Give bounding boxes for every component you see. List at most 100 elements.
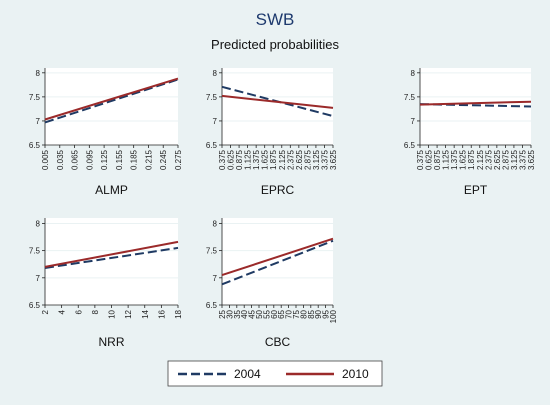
panel-cbc: 6.5 7 7.5 8 25303540455055606570758085909510… bbox=[206, 218, 338, 349]
x-tick-label: 6 bbox=[74, 309, 83, 314]
legend-label-2010: 2010 bbox=[342, 367, 369, 381]
x-tick-label: 2.375 bbox=[484, 149, 493, 170]
y-tick-label: 8 bbox=[213, 219, 218, 228]
x-tick-label: 0.065 bbox=[71, 149, 80, 170]
series-line-2010 bbox=[221, 94, 334, 109]
y-tick-label: 6.5 bbox=[206, 301, 218, 310]
x-tick-label: 2.125 bbox=[278, 149, 287, 170]
x-tick-label: 45 bbox=[248, 309, 257, 318]
y-tick-label: 8 bbox=[36, 69, 41, 78]
y-tick-label: 7.5 bbox=[206, 247, 218, 256]
y-tick-label: 7.5 bbox=[206, 93, 218, 102]
x-tick-label: 1.625 bbox=[459, 149, 468, 170]
x-tick-label: 4 bbox=[58, 309, 67, 314]
x-tick-label: 50 bbox=[255, 309, 264, 318]
panel-nrr: 6.5 7 7.5 8 2 4 6 8 10 12 14 16 18 NRR bbox=[29, 218, 183, 349]
x-tick-label: 8 bbox=[91, 309, 100, 314]
x-axis-label: CBC bbox=[265, 335, 291, 349]
x-axis-label: EPRC bbox=[261, 183, 295, 197]
x-tick-label: 40 bbox=[240, 309, 249, 318]
x-tick-label: 0.875 bbox=[433, 149, 442, 170]
x-tick-label: 1.125 bbox=[442, 149, 451, 170]
x-tick-label: 18 bbox=[174, 309, 183, 318]
x-tick-label: 2.625 bbox=[295, 149, 304, 170]
series-line-2010 bbox=[221, 237, 334, 277]
y-tick-label: 6.5 bbox=[404, 141, 416, 150]
panel-eprc: 6.5 7 7.5 8 0.375 0.625 0.875 1.125 1.375 1.625 1.… bbox=[206, 68, 338, 197]
x-tick-label: 1.125 bbox=[244, 149, 253, 170]
x-tick-label: 2.625 bbox=[493, 149, 502, 170]
x-tick-label: 1.375 bbox=[252, 149, 261, 170]
plot-area bbox=[45, 68, 178, 145]
series-line-2010 bbox=[44, 77, 179, 121]
x-axis-label: ALMP bbox=[95, 183, 128, 197]
x-tick-label: 0.275 bbox=[174, 149, 183, 170]
y-tick-label: 8 bbox=[36, 219, 41, 228]
x-tick-label: 3.625 bbox=[527, 149, 536, 170]
panel-ept: 6.5 7 7.5 8 0.375 0.625 0.875 1.125 1.375 1.625 1.… bbox=[404, 68, 536, 197]
x-tick-label: 95 bbox=[322, 309, 331, 318]
x-tick-label: 3.125 bbox=[312, 149, 321, 170]
x-tick-label: 2.125 bbox=[476, 149, 485, 170]
panel-almp: 6.5 7 7.5 8 0.005 0.035 0.065 0.095 0.125 0.155 0.… bbox=[29, 68, 183, 197]
x-tick-label: 90 bbox=[314, 309, 323, 318]
y-tick-label: 7 bbox=[213, 274, 218, 283]
y-tick-label: 7 bbox=[36, 274, 41, 283]
x-tick-label: 0.245 bbox=[159, 149, 168, 170]
x-tick-label: 16 bbox=[157, 309, 166, 318]
x-tick-label: 30 bbox=[225, 309, 234, 318]
x-tick-label: 75 bbox=[292, 309, 301, 318]
x-tick-label: 100 bbox=[329, 309, 338, 323]
y-tick-label: 8 bbox=[213, 69, 218, 78]
x-tick-label: 0.095 bbox=[85, 149, 94, 170]
series-line-2010 bbox=[44, 240, 179, 268]
legend-label-2004: 2004 bbox=[234, 367, 261, 381]
y-tick-label: 7.5 bbox=[29, 93, 41, 102]
x-tick-label: 25 bbox=[218, 309, 227, 318]
x-tick-label: 12 bbox=[124, 309, 133, 318]
x-tick-label: 0.215 bbox=[144, 149, 153, 170]
x-tick-label: 2.375 bbox=[286, 149, 295, 170]
chart-title: SWB bbox=[256, 10, 295, 29]
y-tick-label: 7 bbox=[411, 117, 416, 126]
y-tick-label: 6.5 bbox=[29, 141, 41, 150]
x-tick-label: 1.375 bbox=[450, 149, 459, 170]
x-tick-label: 2.875 bbox=[501, 149, 510, 170]
x-tick-label: 0.005 bbox=[41, 149, 50, 170]
x-tick-label: 35 bbox=[233, 309, 242, 318]
x-tick-label: 0.625 bbox=[227, 149, 236, 170]
x-axis-label: NRR bbox=[99, 335, 125, 349]
x-tick-label: 3.625 bbox=[329, 149, 338, 170]
series-line-2010 bbox=[419, 100, 532, 106]
plot-area bbox=[45, 218, 178, 305]
x-tick-label: 1.625 bbox=[261, 149, 270, 170]
y-tick-label: 7 bbox=[213, 117, 218, 126]
x-tick-label: 0.625 bbox=[425, 149, 434, 170]
x-tick-label: 0.155 bbox=[115, 149, 124, 170]
y-tick-label: 7.5 bbox=[404, 93, 416, 102]
x-tick-label: 85 bbox=[307, 309, 316, 318]
x-tick-label: 55 bbox=[262, 309, 271, 318]
x-tick-label: 0.375 bbox=[416, 149, 425, 170]
x-tick-label: 0.125 bbox=[100, 149, 109, 170]
x-tick-label: 70 bbox=[285, 309, 294, 318]
x-tick-label: 1.875 bbox=[467, 149, 476, 170]
y-tick-label: 7 bbox=[36, 117, 41, 126]
x-tick-label: 3.125 bbox=[510, 149, 519, 170]
y-tick-label: 6.5 bbox=[206, 141, 218, 150]
x-tick-label: 65 bbox=[277, 309, 286, 318]
y-tick-label: 7.5 bbox=[29, 247, 41, 256]
x-tick-label: 14 bbox=[141, 309, 150, 318]
x-tick-label: 10 bbox=[108, 309, 117, 318]
y-tick-label: 6.5 bbox=[29, 301, 41, 310]
panels: 6.5 7 7.5 8 0.005 0.035 0.065 0.095 0.125 0.155 0.… bbox=[29, 68, 536, 349]
x-tick-label: 3.375 bbox=[320, 149, 329, 170]
x-tick-label: 0.875 bbox=[235, 149, 244, 170]
y-tick-label: 8 bbox=[411, 69, 416, 78]
x-tick-label: 3.375 bbox=[518, 149, 527, 170]
x-tick-label: 0.375 bbox=[218, 149, 227, 170]
x-tick-label: 0.035 bbox=[56, 149, 65, 170]
legend: 2004 2010 bbox=[167, 360, 383, 387]
